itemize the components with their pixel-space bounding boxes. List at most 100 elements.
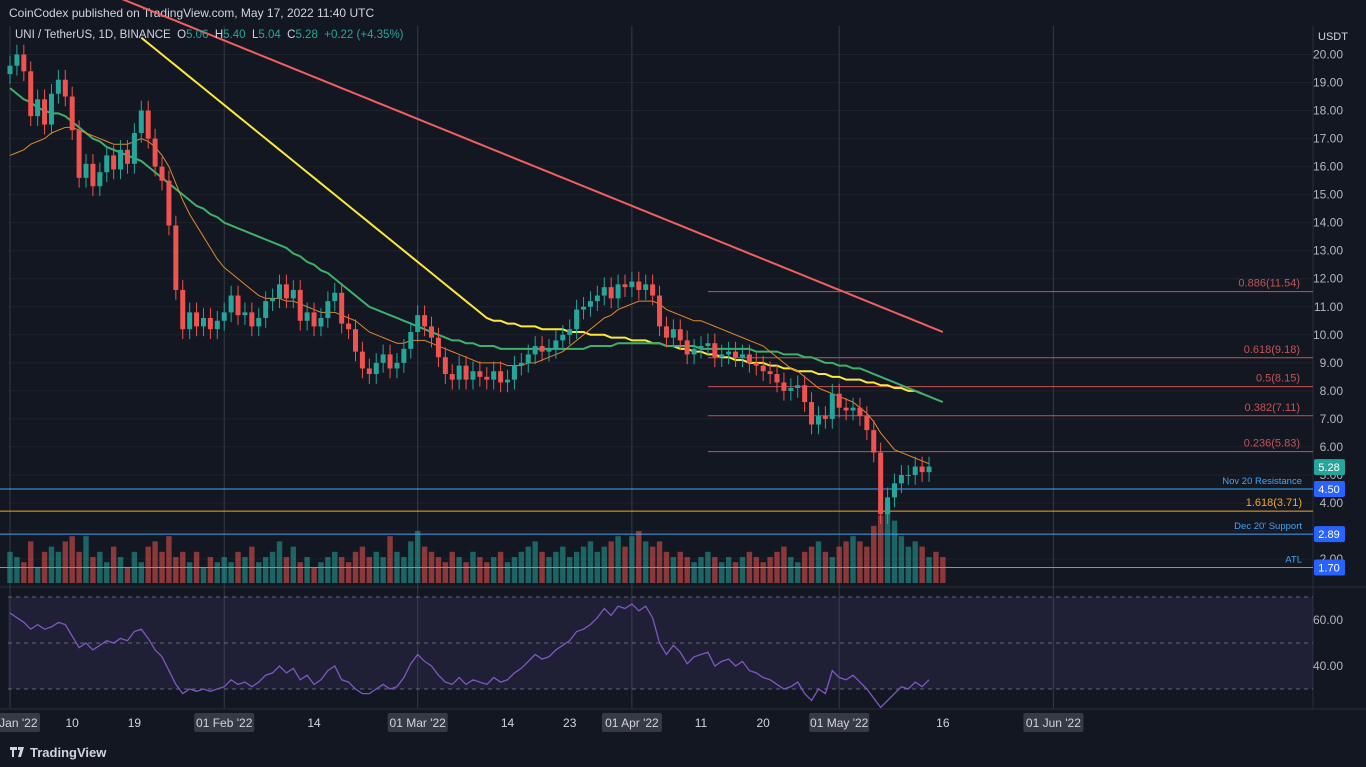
moving-average-orange bbox=[9, 126, 930, 465]
volume-bar bbox=[276, 541, 283, 583]
candle-body bbox=[484, 376, 490, 380]
candle-body bbox=[7, 65, 13, 75]
candle bbox=[822, 406, 828, 429]
candle bbox=[332, 282, 338, 311]
candle-body bbox=[415, 315, 421, 332]
volume-bar bbox=[456, 557, 462, 583]
y-tick-label: 8.00 bbox=[1320, 384, 1344, 398]
volume-bar bbox=[256, 562, 262, 583]
y-tick-label: 16.00 bbox=[1313, 160, 1343, 174]
candle-body bbox=[339, 292, 345, 324]
candle bbox=[401, 339, 407, 373]
candle bbox=[138, 100, 144, 143]
volume-bar bbox=[345, 562, 352, 583]
candle-body bbox=[200, 317, 206, 327]
candle bbox=[194, 302, 200, 337]
candle-body bbox=[152, 138, 158, 167]
candle bbox=[387, 344, 393, 379]
x-tick-box bbox=[0, 713, 40, 732]
candle bbox=[594, 285, 600, 311]
volume-bar bbox=[636, 531, 642, 583]
candle bbox=[677, 319, 683, 351]
y-tick-label: 20.00 bbox=[1313, 48, 1343, 62]
candle-body bbox=[850, 407, 856, 411]
volume-bar bbox=[808, 546, 815, 583]
candle bbox=[145, 100, 151, 149]
candle-body bbox=[111, 155, 117, 170]
price-chart[interactable]: 20.00 19.00 18.00 17.00 16.00 15.00 14.00 13.00… bbox=[0, 0, 1366, 738]
y-tick-label: 17.00 bbox=[1313, 132, 1343, 146]
open-label: O bbox=[177, 29, 187, 41]
candle-body bbox=[726, 351, 732, 355]
candle bbox=[926, 456, 932, 482]
close-label: C bbox=[287, 29, 296, 41]
candle bbox=[228, 285, 234, 323]
candle bbox=[35, 89, 41, 126]
candle-body bbox=[663, 326, 669, 338]
candle-body bbox=[553, 340, 559, 349]
volume-bar bbox=[380, 557, 386, 583]
candle bbox=[905, 465, 911, 485]
candle bbox=[111, 145, 117, 180]
volume-bar bbox=[580, 546, 587, 583]
candle-body bbox=[843, 407, 849, 411]
volume-bar bbox=[601, 546, 607, 583]
candle bbox=[505, 369, 511, 393]
x-tick-label: 16 bbox=[936, 716, 950, 730]
x-tick-box bbox=[809, 713, 870, 732]
volume-bar bbox=[311, 567, 317, 583]
volume-bar bbox=[795, 562, 801, 583]
candle bbox=[456, 355, 462, 390]
volume-bar bbox=[249, 546, 255, 583]
tradingview-brand[interactable]: TradingView bbox=[30, 745, 107, 760]
volume-bar bbox=[442, 562, 449, 583]
candle-body bbox=[926, 466, 932, 473]
candle bbox=[608, 277, 614, 309]
candle-body bbox=[422, 315, 428, 327]
candle-body bbox=[263, 301, 269, 318]
candle bbox=[650, 274, 656, 306]
volume-bar bbox=[110, 546, 117, 583]
candle-body bbox=[449, 374, 455, 380]
support-resistance-lines: Nov 20 Resistance 4.50 1.618(3.71) Dec 20' … bbox=[0, 476, 1345, 576]
fib-level-label: 0.5(8.15) bbox=[1256, 373, 1300, 385]
x-tick-label: 19 bbox=[128, 716, 142, 730]
candle-body bbox=[601, 287, 607, 296]
candle bbox=[760, 355, 766, 382]
moving-averages bbox=[9, 0, 944, 465]
candle-body bbox=[864, 416, 870, 431]
candle bbox=[498, 361, 504, 393]
volume-bar bbox=[546, 557, 552, 583]
x-tick-box bbox=[1023, 713, 1084, 732]
candle bbox=[657, 285, 663, 337]
candle bbox=[435, 327, 441, 368]
last-price-badge bbox=[1314, 459, 1345, 476]
candle bbox=[919, 456, 925, 482]
candle bbox=[346, 313, 352, 340]
time-axis: 01 Jan '22 10 19 01 Feb '22 14 01 Mar '22 14 23… bbox=[0, 713, 1084, 732]
candle-body bbox=[518, 362, 524, 366]
tradingview-logo-icon[interactable] bbox=[10, 747, 26, 757]
candle-body bbox=[131, 132, 137, 164]
candle bbox=[518, 353, 524, 376]
rsi-tick-label: 60.00 bbox=[1313, 613, 1343, 627]
candle bbox=[815, 406, 821, 435]
candle-body bbox=[898, 474, 904, 484]
candle-body bbox=[912, 466, 918, 475]
candle-body bbox=[809, 402, 815, 425]
candle-body bbox=[802, 385, 808, 403]
x-tick-label: 01 Mar '22 bbox=[390, 716, 447, 730]
candle-body bbox=[145, 110, 151, 139]
candle bbox=[270, 288, 276, 311]
candle-body bbox=[615, 284, 621, 299]
candle-body bbox=[657, 295, 663, 327]
volume-bar bbox=[919, 546, 925, 583]
candle bbox=[726, 341, 732, 365]
last-price-label: 5.28 bbox=[1318, 462, 1339, 474]
candle-body bbox=[118, 149, 124, 170]
candle bbox=[525, 344, 531, 373]
candle-body bbox=[505, 379, 511, 383]
candle bbox=[422, 305, 428, 337]
candle-body bbox=[857, 407, 863, 417]
volume-bar bbox=[338, 557, 345, 583]
